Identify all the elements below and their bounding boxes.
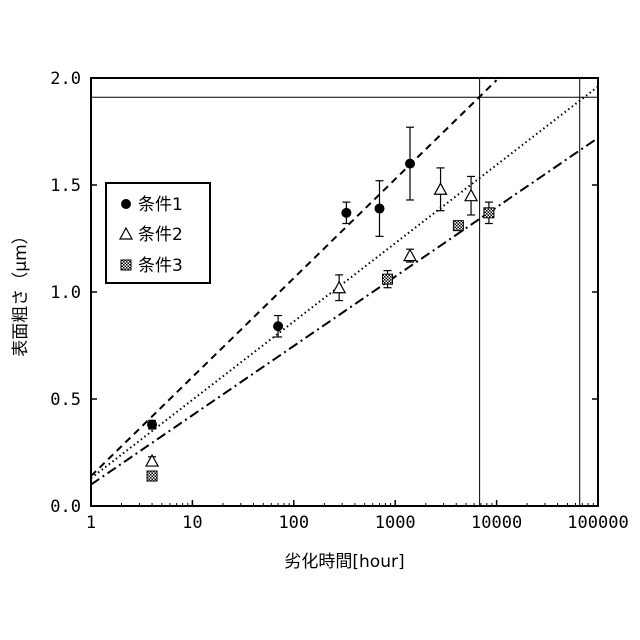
x-tick-label-2: 10	[182, 513, 202, 533]
y-tick-label-1: 0.0	[50, 497, 81, 517]
data-point-s1-2	[273, 321, 283, 331]
x-tick-label-3: 100	[278, 513, 309, 533]
y-tick-label-3: 1.0	[50, 283, 81, 303]
data-point-s3-3	[453, 221, 463, 231]
data-point-s1-5	[405, 159, 415, 169]
legend-label-condition-2: 条件2	[138, 225, 183, 245]
x-tick-label-1: 1	[86, 513, 96, 533]
data-point-s1-3	[341, 208, 351, 218]
y-tick-label-2: 0.5	[50, 390, 81, 410]
data-point-s3-1	[147, 471, 157, 481]
data-point-s2-3	[404, 250, 416, 261]
data-point-s1-1	[147, 420, 157, 430]
y-tick-label-5: 2.0	[50, 69, 81, 89]
data-point-s2-2	[333, 282, 345, 293]
legend-marker-condition-1	[121, 199, 131, 209]
data-point-s3-2	[383, 274, 393, 284]
data-point-s2-4	[435, 183, 447, 194]
plot-area: 1 10 100 1000 10000 100000 0.0 0.5 1.0 1.5 2.0 劣化時間…	[11, 69, 629, 572]
data-point-s3-4	[484, 208, 494, 218]
y-tick-label-4: 1.5	[50, 176, 81, 196]
legend-marker-condition-3	[121, 260, 131, 270]
x-tick-label-5: 10000	[471, 513, 522, 533]
x-tick-label-6: 100000	[567, 513, 628, 533]
legend: 条件1 条件2 条件3	[106, 183, 210, 283]
x-axis-label: 劣化時間[hour]	[284, 552, 404, 572]
legend-label-condition-1: 条件1	[138, 195, 183, 215]
x-tick-label-4: 1000	[375, 513, 416, 533]
y-axis-label: 表面粗さ（μm）	[11, 227, 31, 356]
data-point-s2-1	[146, 455, 158, 466]
legend-label-condition-3: 条件3	[138, 256, 183, 276]
data-point-s1-4	[374, 204, 384, 214]
data-point-s2-5	[465, 190, 477, 201]
